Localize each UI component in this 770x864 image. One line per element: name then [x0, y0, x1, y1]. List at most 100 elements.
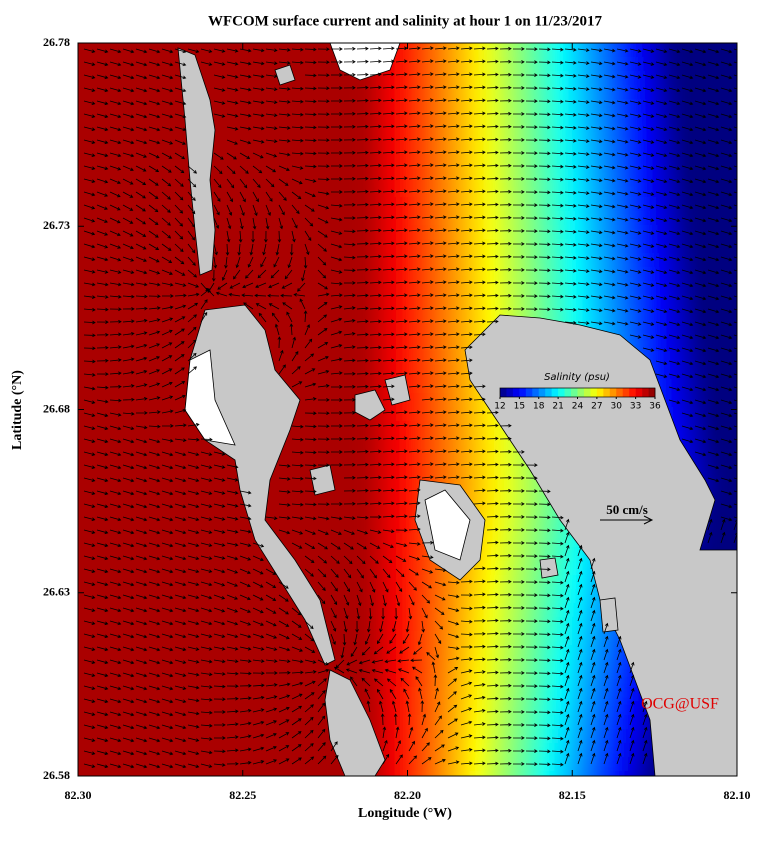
field-cell [316, 575, 331, 590]
current-arrow [551, 515, 564, 520]
current-arrow [161, 152, 173, 159]
current-arrow [135, 282, 148, 287]
current-arrow [642, 713, 648, 726]
field-cell [92, 211, 107, 226]
current-arrow [408, 527, 421, 532]
field-cell [204, 673, 219, 688]
current-arrow [590, 282, 603, 287]
field-cell [204, 295, 219, 310]
field-cell [596, 743, 611, 758]
current-arrow [187, 737, 200, 742]
current-arrow [551, 268, 564, 273]
current-arrow [408, 150, 421, 155]
field-cell [162, 127, 177, 142]
current-arrow [629, 269, 642, 274]
field-cell [736, 155, 737, 170]
current-arrow [382, 529, 395, 534]
field-cell [316, 127, 331, 142]
field-cell [246, 43, 261, 58]
current-arrow [421, 137, 434, 141]
current-arrow [655, 230, 668, 236]
current-arrow [213, 633, 226, 638]
field-cell [722, 183, 737, 198]
current-arrow [382, 753, 390, 765]
field-cell [134, 85, 149, 100]
field-cell [470, 127, 485, 142]
field-cell [442, 57, 457, 72]
current-arrow [590, 739, 596, 752]
field-cell [736, 575, 737, 590]
current-arrow [512, 671, 525, 675]
current-arrow [274, 323, 280, 336]
field-cell [484, 253, 499, 268]
field-cell [428, 337, 443, 352]
current-arrow [486, 631, 499, 636]
current-arrow [213, 723, 226, 727]
current-arrow [252, 646, 265, 651]
field-cell [596, 631, 611, 646]
field-cell [232, 743, 247, 758]
field-cell [218, 281, 233, 296]
field-cell [386, 561, 401, 576]
field-cell [260, 729, 275, 744]
current-arrow [278, 620, 290, 627]
field-cell [582, 239, 597, 254]
field-cell [148, 365, 163, 380]
field-cell [694, 85, 709, 100]
current-arrow [252, 733, 265, 739]
current-arrow [564, 713, 570, 726]
current-arrow [187, 243, 196, 254]
current-arrow [83, 48, 96, 53]
field-cell [92, 197, 107, 212]
field-cell [414, 421, 429, 436]
current-arrow [213, 191, 221, 202]
field-cell [442, 631, 457, 646]
field-cell [162, 239, 177, 254]
field-cell [386, 169, 401, 184]
current-arrow [109, 48, 122, 54]
current-arrow [265, 126, 278, 130]
field-cell [162, 631, 177, 646]
field-cell [274, 337, 289, 352]
field-cell [302, 267, 317, 282]
current-arrow [343, 436, 356, 441]
current-arrow [174, 737, 187, 743]
current-arrow [330, 424, 343, 428]
current-arrow [681, 399, 694, 405]
field-cell [750, 197, 765, 212]
current-arrow [333, 666, 345, 674]
field-cell [680, 183, 695, 198]
field-cell [134, 743, 149, 758]
current-arrow [109, 555, 122, 561]
current-arrow [161, 633, 174, 639]
field-cell [512, 71, 527, 86]
current-arrow [317, 728, 326, 739]
current-arrow [356, 137, 369, 142]
current-arrow [109, 152, 122, 158]
current-arrow [317, 230, 328, 238]
field-cell [414, 561, 429, 576]
field-cell [232, 99, 247, 114]
current-arrow [109, 191, 121, 198]
current-arrow [174, 269, 186, 276]
current-arrow [525, 73, 538, 77]
field-cell [78, 197, 79, 212]
field-cell [148, 337, 163, 352]
field-cell [190, 659, 205, 674]
field-cell [428, 463, 443, 478]
field-cell [498, 701, 513, 716]
current-arrow [538, 47, 551, 52]
field-cell [456, 421, 471, 436]
field-cell [596, 659, 611, 674]
field-cell [218, 715, 233, 730]
field-cell [218, 43, 233, 58]
current-arrow [148, 410, 161, 414]
field-cell [652, 295, 667, 310]
field-cell [554, 309, 569, 324]
current-arrow [369, 568, 377, 579]
current-arrow [382, 345, 395, 350]
current-arrow [382, 555, 393, 564]
field-cell [120, 505, 135, 520]
current-arrow [382, 111, 395, 116]
field-cell [414, 701, 429, 716]
